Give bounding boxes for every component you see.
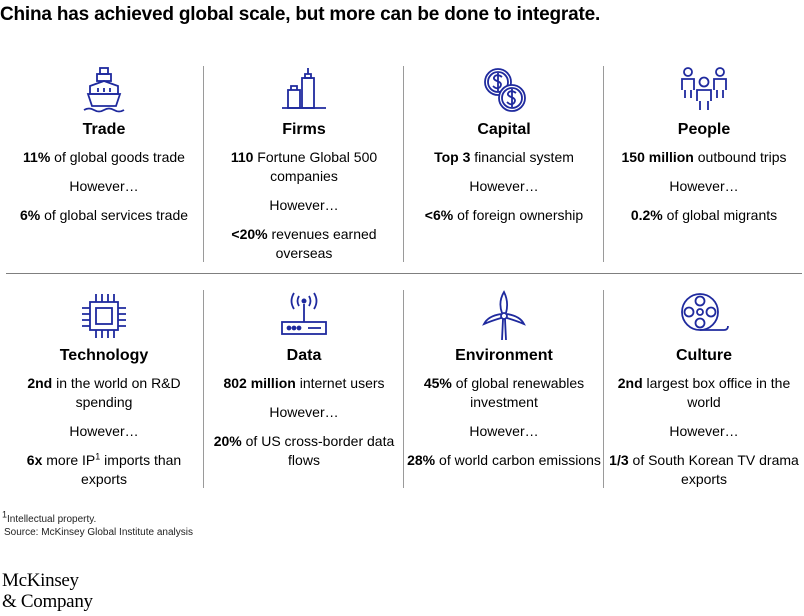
stat-secondary: 6x more IP1 imports than exports bbox=[26, 451, 182, 487]
film-reel-icon bbox=[681, 293, 729, 331]
however-label: However… bbox=[69, 423, 139, 439]
router-icon bbox=[281, 292, 327, 335]
stat-secondary: 20% of US cross-border data flows bbox=[213, 433, 395, 468]
however-label: However… bbox=[269, 404, 339, 420]
stat-secondary: <20% revenues earned overseas bbox=[231, 226, 377, 261]
stat-secondary: 1/3 of South Korean TV drama exports bbox=[609, 452, 799, 487]
cell-title: Capital bbox=[477, 121, 531, 138]
divider bbox=[403, 290, 404, 488]
cell-environment: Environment 45% of global renewables inv… bbox=[404, 290, 604, 470]
cell-title: Data bbox=[286, 347, 322, 364]
stat-primary: 2nd in the world on R&D spending bbox=[27, 375, 181, 410]
cell-people: People 150 million outbound trips Howeve… bbox=[604, 64, 804, 225]
however-label: However… bbox=[669, 423, 739, 439]
stat-primary: 2nd largest box office in the world bbox=[617, 375, 791, 410]
stat-secondary: 28% of world carbon emissions bbox=[407, 452, 601, 468]
stat-secondary: 6% of global services trade bbox=[19, 207, 189, 223]
stat-primary: 802 million internet users bbox=[223, 375, 385, 391]
cell-trade: Trade 11% of global goods trade However…… bbox=[4, 64, 204, 225]
page-title: China has achieved global scale, but mor… bbox=[0, 4, 601, 25]
cell-title: Environment bbox=[455, 347, 553, 364]
stat-primary: 150 million outbound trips bbox=[621, 149, 787, 165]
stat-primary: 45% of global renewables investment bbox=[423, 375, 585, 410]
cell-technology: Technology 2nd in the world on R&D spend… bbox=[4, 290, 204, 489]
footnote-marker: 1 bbox=[95, 451, 101, 462]
cell-title: Technology bbox=[59, 347, 149, 364]
divider bbox=[203, 290, 204, 488]
however-label: However… bbox=[69, 178, 139, 194]
buildings-icon bbox=[282, 68, 326, 109]
cell-capital: Capital Top 3 financial system However… … bbox=[404, 64, 604, 225]
divider bbox=[603, 290, 604, 488]
however-label: However… bbox=[469, 423, 539, 439]
cell-title: Trade bbox=[82, 121, 126, 138]
cell-firms: Firms 110 Fortune Global 500 companies H… bbox=[204, 64, 404, 263]
stat-primary: 110 Fortune Global 500 companies bbox=[230, 149, 378, 184]
cell-data: Data 802 million internet users However…… bbox=[204, 290, 404, 470]
divider bbox=[403, 66, 404, 262]
cell-title: Firms bbox=[282, 121, 326, 138]
source-note: Source: McKinsey Global Institute analys… bbox=[4, 527, 193, 538]
footnote: 1Intellectual property. bbox=[2, 509, 97, 525]
wind-turbine-icon bbox=[482, 290, 526, 341]
stat-secondary: 0.2% of global migrants bbox=[630, 207, 778, 223]
divider bbox=[6, 273, 802, 274]
stat-primary: Top 3 financial system bbox=[434, 149, 574, 165]
cell-culture: Culture 2nd largest box office in the wo… bbox=[604, 290, 804, 489]
cell-title: People bbox=[677, 121, 731, 138]
stat-primary: 11% of global goods trade bbox=[23, 149, 185, 165]
however-label: However… bbox=[469, 178, 539, 194]
however-label: However… bbox=[669, 178, 739, 194]
chip-icon bbox=[82, 294, 126, 338]
coins-icon bbox=[484, 68, 526, 112]
divider bbox=[203, 66, 204, 262]
ship-icon bbox=[83, 67, 125, 113]
people-icon bbox=[681, 67, 727, 110]
cell-title: Culture bbox=[676, 347, 732, 364]
mckinsey-logo: McKinsey & Company bbox=[2, 570, 93, 612]
divider bbox=[603, 66, 604, 262]
stat-secondary: <6% of foreign ownership bbox=[424, 207, 584, 223]
however-label: However… bbox=[269, 197, 339, 213]
